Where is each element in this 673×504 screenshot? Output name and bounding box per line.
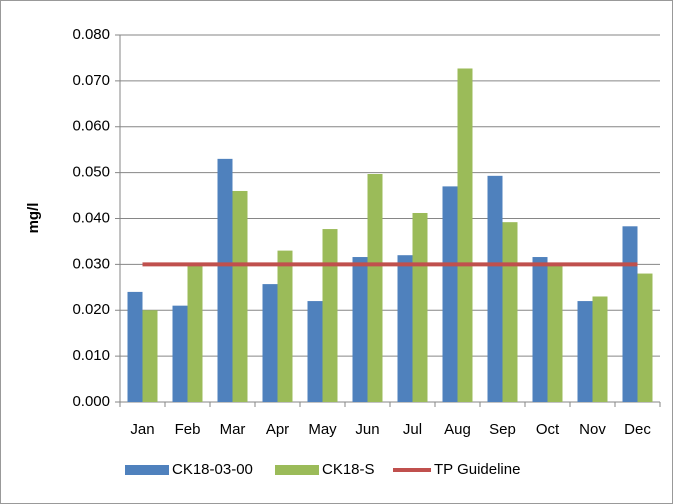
x-tick-label: Jul	[403, 421, 422, 438]
bar	[457, 68, 473, 403]
legend-swatch	[125, 465, 169, 475]
bar	[277, 250, 293, 402]
bar	[127, 291, 143, 402]
legend-label: CK18-03-00	[172, 461, 253, 478]
y-tick-label: 0.070	[72, 72, 110, 89]
bar	[397, 255, 413, 402]
x-tick-label: Apr	[266, 421, 289, 438]
bar	[547, 264, 563, 402]
y-tick-label: 0.000	[72, 393, 110, 410]
x-tick-label: Jan	[130, 421, 154, 438]
bar	[637, 273, 653, 402]
bar	[532, 257, 548, 402]
legend-swatch	[275, 465, 319, 475]
y-tick-label: 0.030	[72, 255, 110, 272]
bar	[502, 222, 518, 402]
legend-label: TP Guideline	[434, 461, 520, 478]
x-tick-label: Mar	[220, 421, 246, 438]
x-tick-label: Dec	[624, 421, 651, 438]
y-tick-label: 0.060	[72, 118, 110, 135]
x-tick-label: Feb	[175, 421, 201, 438]
y-tick-label: 0.020	[72, 301, 110, 318]
bar	[487, 175, 503, 402]
bar	[232, 190, 248, 402]
x-tick-label: Oct	[536, 421, 560, 438]
bar	[262, 284, 278, 402]
bar	[592, 296, 608, 402]
y-tick-label: 0.080	[72, 26, 110, 43]
y-tick-label: 0.040	[72, 209, 110, 226]
bar	[412, 212, 428, 402]
y-tick-label: 0.050	[72, 164, 110, 181]
y-tick-label: 0.010	[72, 347, 110, 364]
x-tick-label: Nov	[579, 421, 606, 438]
bar	[172, 305, 188, 402]
bar	[217, 158, 233, 402]
x-tick-label: Jun	[355, 421, 379, 438]
x-tick-label: Sep	[489, 421, 516, 438]
bar	[622, 226, 638, 402]
bar	[442, 186, 458, 402]
bar	[577, 301, 593, 402]
bar	[307, 301, 323, 402]
bar	[187, 264, 203, 402]
bar	[367, 174, 383, 402]
bar	[142, 310, 158, 402]
bar	[322, 229, 338, 402]
x-tick-label: May	[308, 421, 337, 438]
legend-label: CK18-S	[322, 461, 375, 478]
y-axis-label: mg/l	[25, 203, 42, 234]
x-tick-label: Aug	[444, 421, 471, 438]
bar	[352, 257, 368, 402]
